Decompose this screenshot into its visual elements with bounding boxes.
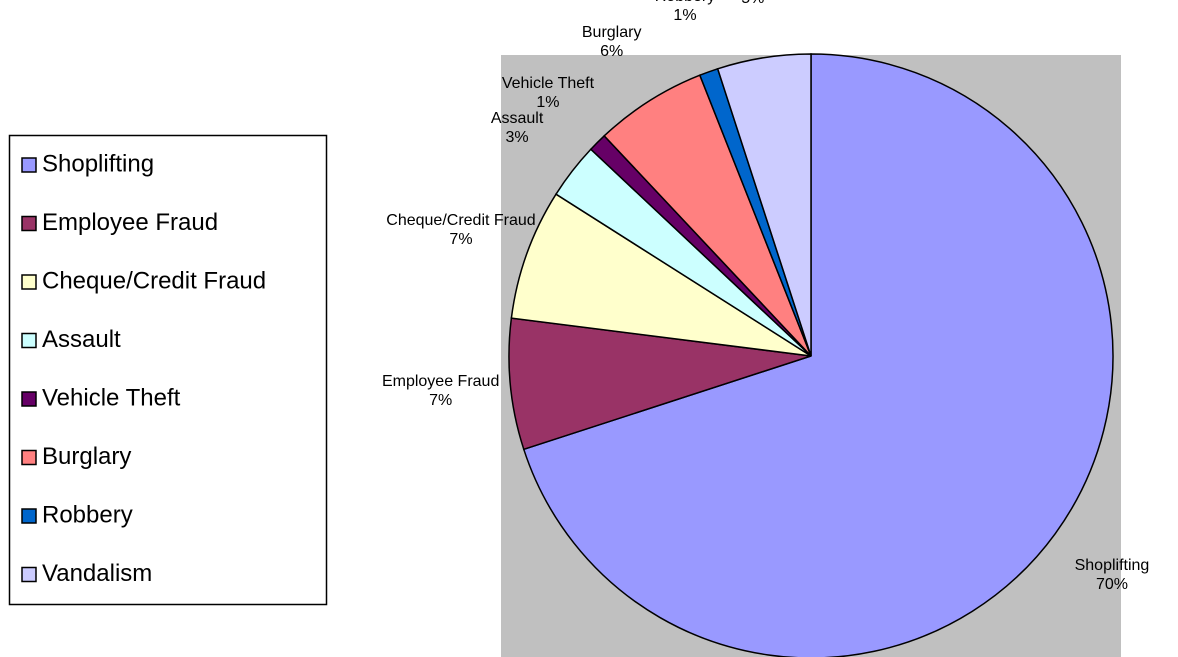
data-label-value: 3%	[505, 129, 528, 146]
legend-swatch	[21, 274, 37, 290]
legend-box	[8, 134, 328, 606]
pie-slice	[510, 193, 812, 357]
data-label-name: Assault	[491, 110, 544, 127]
legend-swatch	[21, 449, 37, 466]
data-label-value: 70%	[1096, 576, 1128, 593]
data-label-value: 6%	[600, 43, 623, 60]
legend-swatch	[21, 332, 37, 349]
legend-label: Employee Fraud	[42, 209, 218, 236]
data-label-name: Employee Fraud	[382, 373, 499, 390]
legend-swatch	[21, 215, 37, 232]
legend-label: Vehicle Theft	[42, 384, 181, 411]
legend-swatch	[21, 391, 37, 407]
data-label-name: Burglary	[582, 24, 642, 41]
legend-label: Shoplifting	[42, 150, 154, 177]
legend-label: Vandalism	[42, 560, 152, 587]
legend-label: Burglary	[42, 443, 131, 470]
legend-swatch	[21, 157, 37, 173]
legend-swatch	[21, 508, 37, 524]
pie-slice	[522, 53, 1114, 657]
data-label-value: 7%	[449, 231, 472, 248]
data-label-value: 1%	[673, 7, 696, 24]
data-label-name: Cheque/Credit Fraud	[386, 212, 535, 229]
data-label-value: 5%	[741, 0, 764, 7]
data-label-value: 7%	[429, 392, 452, 409]
data-label-name: Robbery	[655, 0, 715, 5]
pie-slice	[716, 53, 812, 357]
legend-swatch	[21, 566, 37, 583]
legend-label: Assault	[42, 326, 121, 353]
legend-label: Robbery	[42, 501, 133, 528]
pie-slice	[508, 317, 812, 451]
data-label-value: 1%	[536, 94, 559, 111]
data-label-name: Shoplifting	[1075, 557, 1150, 574]
legend-label: Cheque/Credit Fraud	[42, 267, 266, 294]
data-label-name: Vehicle Theft	[502, 75, 595, 92]
